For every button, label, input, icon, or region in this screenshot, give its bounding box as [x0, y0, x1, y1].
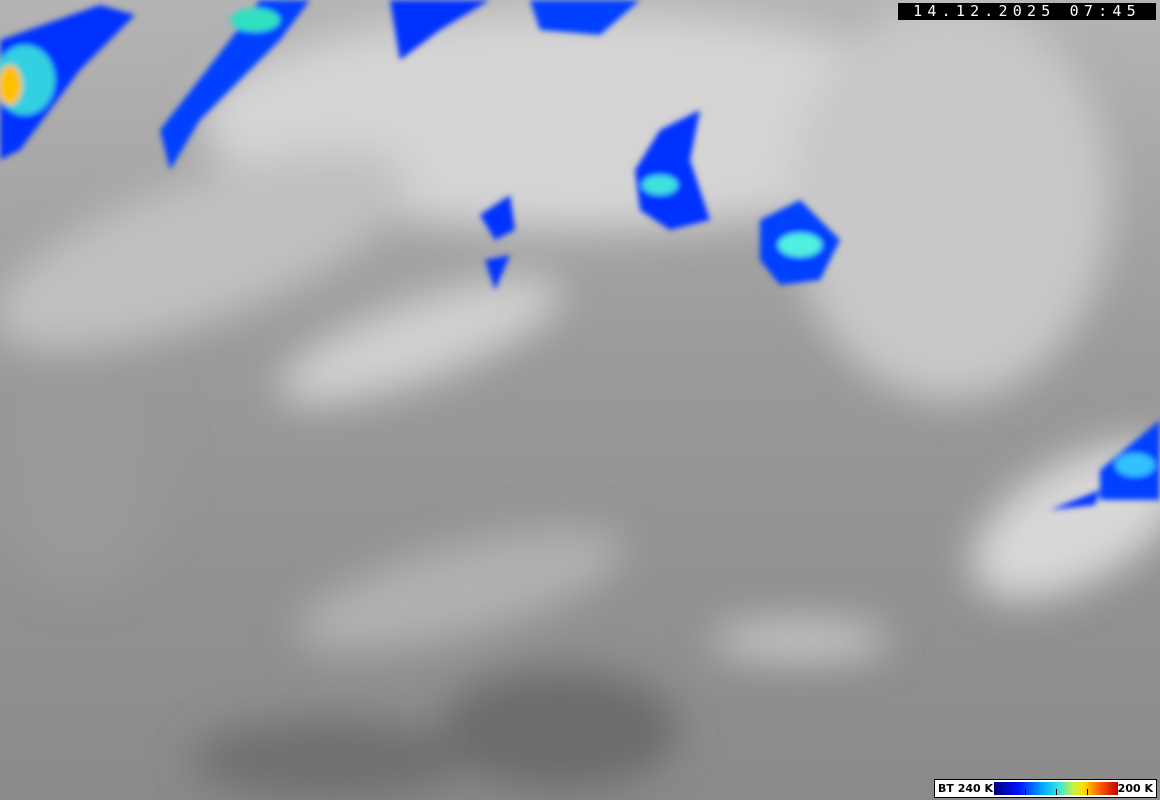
cold-cloud-tops — [0, 0, 1160, 510]
legend-tick — [1025, 789, 1026, 795]
legend-tick — [1087, 789, 1088, 795]
timestamp-label: 14.12.2025 07:45 — [898, 3, 1156, 20]
legend-min-label: BT 240 K — [938, 782, 994, 795]
legend-color-bar — [994, 782, 1118, 795]
legend-tick — [1056, 789, 1057, 795]
legend-max-label: 200 K — [1117, 782, 1153, 795]
color-scale-legend: BT 240 K 200 K — [934, 779, 1157, 798]
